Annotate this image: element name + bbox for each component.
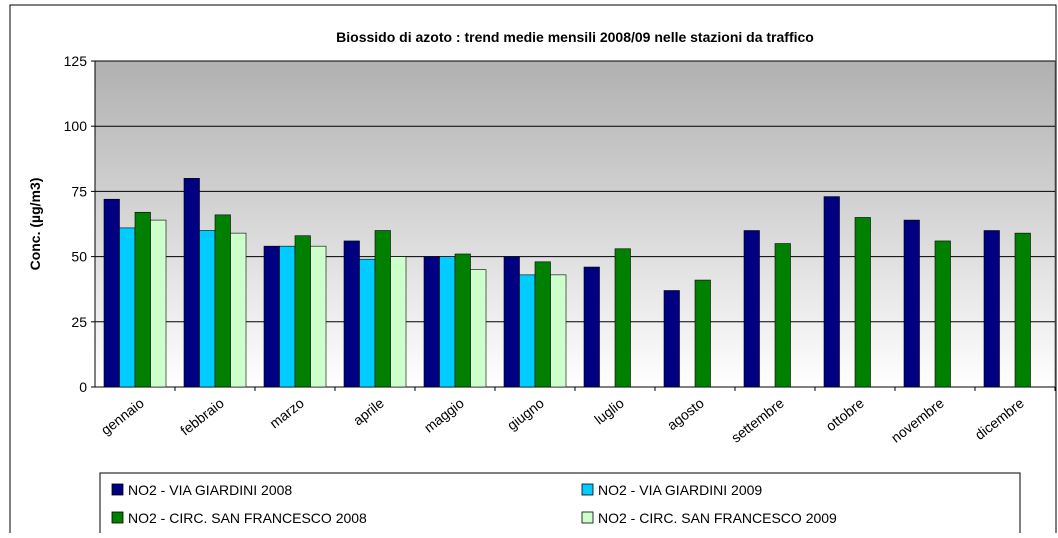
bar <box>854 217 871 388</box>
bar <box>470 269 487 388</box>
bar <box>359 258 376 388</box>
bar <box>119 227 136 388</box>
bar <box>503 256 520 388</box>
bar <box>214 214 231 388</box>
chart-title: Biossido di azoto : trend medie mensili … <box>336 29 814 45</box>
legend-label: NO2 - CIRC. SAN FRANCESCO 2008 <box>128 510 367 526</box>
y-axis-label: Conc. (µg/m3) <box>27 178 43 271</box>
legend-swatch <box>581 483 594 496</box>
bar <box>374 230 391 388</box>
bar <box>1014 232 1031 388</box>
bar <box>183 178 200 388</box>
y-tick-label: 125 <box>64 53 88 69</box>
bar <box>390 256 407 388</box>
bar <box>230 232 247 388</box>
bar <box>199 230 216 388</box>
bar <box>663 290 680 388</box>
legend <box>99 472 1021 538</box>
legend-label: NO2 - VIA GIARDINI 2009 <box>598 482 762 498</box>
y-tick-label: 75 <box>71 183 87 199</box>
bar <box>263 245 280 388</box>
bar <box>310 245 327 388</box>
bar <box>103 198 120 388</box>
bar <box>983 230 1000 388</box>
bar <box>774 243 791 388</box>
legend-swatch <box>581 511 594 524</box>
y-tick-label: 25 <box>71 314 87 330</box>
plot-area <box>94 60 1056 388</box>
legend-swatch <box>111 483 124 496</box>
bar <box>294 235 311 388</box>
bar <box>743 230 760 388</box>
y-tick-label: 0 <box>79 379 87 395</box>
bar <box>279 245 296 388</box>
bar <box>934 240 951 388</box>
bar <box>614 248 631 388</box>
bar <box>694 279 711 388</box>
bar <box>583 266 600 388</box>
bar <box>454 253 471 388</box>
bar <box>134 211 151 388</box>
bar <box>823 196 840 388</box>
bar <box>534 261 551 388</box>
legend-label: NO2 - CIRC. SAN FRANCESCO 2009 <box>598 510 837 526</box>
bar <box>423 256 440 388</box>
legend-label: NO2 - VIA GIARDINI 2008 <box>128 482 292 498</box>
legend-swatch <box>111 511 124 524</box>
bar <box>343 240 360 388</box>
bar <box>550 274 567 388</box>
bar <box>519 274 536 388</box>
bar <box>150 219 167 388</box>
y-tick-label: 50 <box>71 249 87 265</box>
bar <box>903 219 920 388</box>
y-tick-label: 100 <box>64 118 88 134</box>
bar <box>439 256 456 388</box>
